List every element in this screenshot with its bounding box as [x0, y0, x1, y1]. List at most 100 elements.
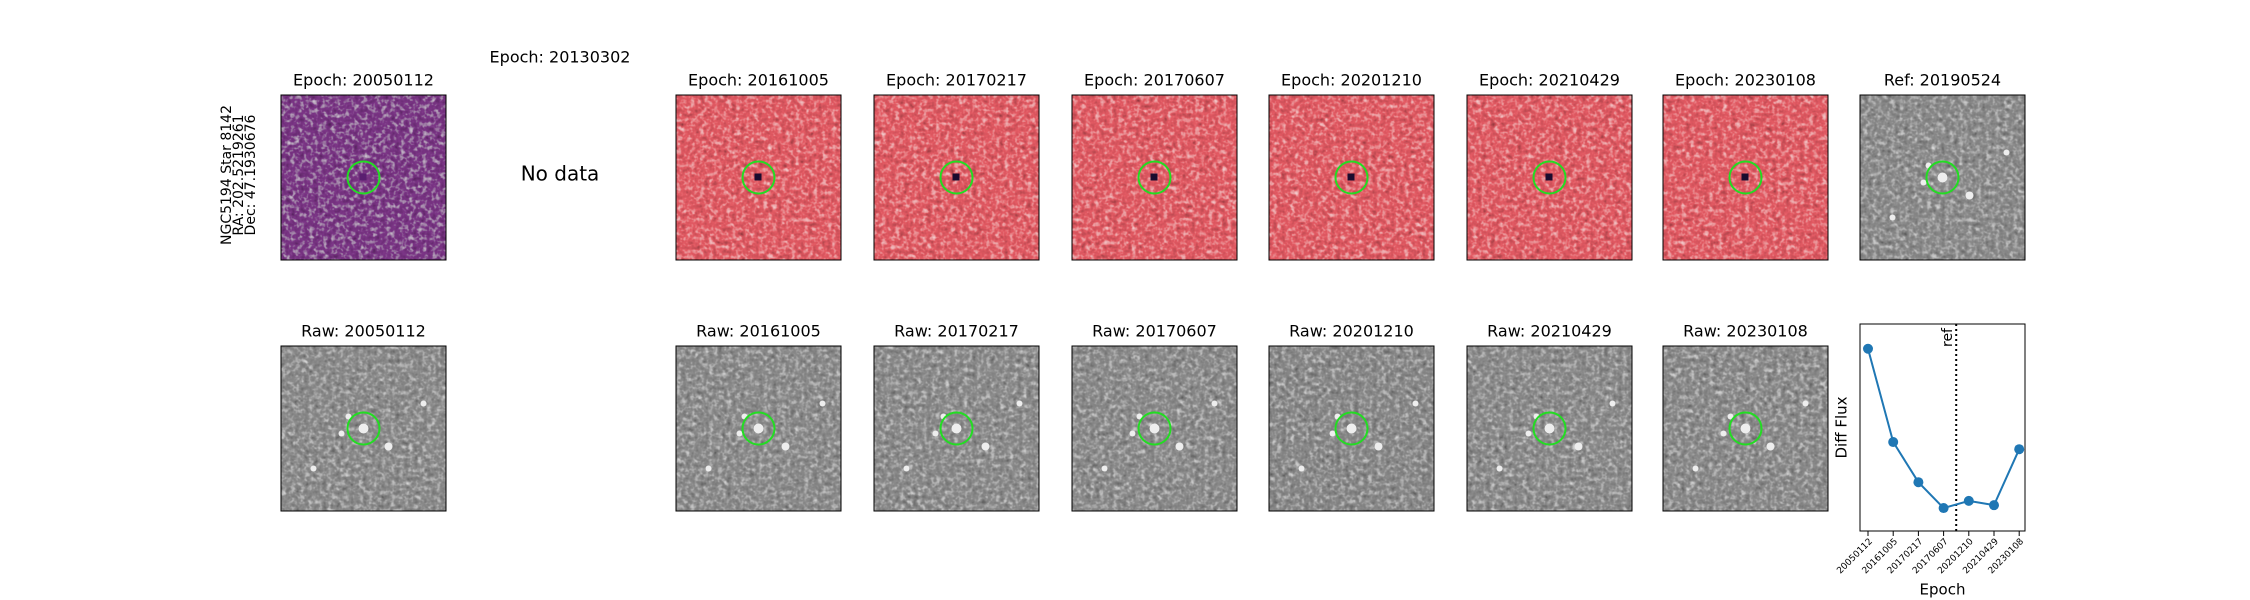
- star: [1374, 442, 1383, 451]
- x-axis-label: Epoch: [1920, 581, 1966, 599]
- panel-frame: [280, 94, 447, 261]
- aperture: [1728, 411, 1763, 446]
- star: [1298, 465, 1305, 472]
- panel-title: Raw: 20170217: [894, 322, 1019, 341]
- panel-frame: [280, 345, 447, 512]
- axes-frame: [1859, 323, 2026, 532]
- star: [951, 423, 962, 434]
- star: [1609, 400, 1616, 407]
- star: [1720, 430, 1727, 437]
- aperture: [939, 160, 974, 195]
- star: [1211, 400, 1218, 407]
- panel-title: Raw: 20210429: [1487, 322, 1612, 341]
- row-label: NGC5194 Star 8142 RA: 202.5219261 Dec: 4…: [219, 105, 259, 245]
- star: [1692, 465, 1699, 472]
- panel-title: Epoch: 20201210: [1281, 71, 1422, 90]
- aperture: [1532, 411, 1567, 446]
- star: [420, 400, 427, 407]
- aperture: [1334, 411, 1369, 446]
- panel-frame: [873, 345, 1040, 512]
- data-point: [1963, 495, 1974, 506]
- star: [1544, 423, 1555, 434]
- panel-title: Raw: 20230108: [1683, 322, 1808, 341]
- panel-frame: [675, 345, 842, 512]
- source-residual: [952, 173, 960, 181]
- aperture: [741, 411, 776, 446]
- star: [1175, 442, 1184, 451]
- aperture: [346, 411, 381, 446]
- data-point: [1989, 500, 1999, 511]
- source-residual: [359, 173, 367, 181]
- star: [1525, 430, 1532, 437]
- panel-title: Epoch: 20210429: [1479, 71, 1620, 90]
- star: [1101, 465, 1108, 472]
- panel-title: Raw: 20170607: [1092, 322, 1217, 341]
- aperture: [1532, 160, 1567, 195]
- star: [753, 423, 764, 434]
- panel-title: Epoch: 20050112: [293, 71, 434, 90]
- star: [1740, 423, 1751, 434]
- panel-title: Epoch: 20230108: [1675, 71, 1816, 90]
- data-point: [2014, 444, 2025, 455]
- panel-title: Epoch: 20170607: [1084, 71, 1225, 90]
- aperture: [1137, 160, 1172, 195]
- star: [1412, 400, 1419, 407]
- panel-frame: [1268, 345, 1435, 512]
- star: [358, 423, 369, 434]
- star: [310, 465, 317, 472]
- panel-frame: [1268, 94, 1435, 261]
- star: [1496, 465, 1503, 472]
- panel-frame: [873, 94, 1040, 261]
- panel-title: Epoch: 20130302: [490, 48, 631, 67]
- ref-label: ref: [1940, 327, 1956, 347]
- star: [932, 430, 939, 437]
- panel-frame: [1662, 345, 1829, 512]
- star: [1766, 442, 1775, 451]
- star: [1802, 400, 1809, 407]
- y-axis-label: Diff Flux: [1833, 396, 1851, 458]
- data-point: [1888, 437, 1899, 448]
- star: [1016, 400, 1023, 407]
- aperture: [741, 160, 776, 195]
- data-point: [1863, 343, 1873, 354]
- star: [903, 465, 910, 472]
- star: [1889, 214, 1896, 221]
- star: [1329, 430, 1336, 437]
- row-label-line: Dec: 47.1930676: [243, 114, 259, 235]
- row-label-line: RA: 202.5219261: [231, 114, 247, 235]
- panel-title: Epoch: 20161005: [688, 71, 829, 90]
- star: [819, 400, 826, 407]
- star: [1727, 413, 1734, 420]
- panel-title: Raw: 20161005: [696, 322, 821, 341]
- aperture: [1137, 411, 1172, 446]
- aperture: [939, 411, 974, 446]
- star: [1937, 172, 1948, 183]
- panel-frame: [1071, 94, 1238, 261]
- panel-title: Ref: 20190524: [1884, 71, 2001, 90]
- aperture: [1728, 160, 1763, 195]
- star: [981, 442, 990, 451]
- data-point: [1938, 503, 1949, 514]
- panel-frame: [1859, 94, 2026, 261]
- star: [1149, 423, 1160, 434]
- star: [1965, 191, 1974, 200]
- star: [2003, 149, 2010, 156]
- star: [736, 430, 743, 437]
- panel-title: Raw: 20201210: [1289, 322, 1414, 341]
- panel-frame: [1466, 94, 1633, 261]
- panel-frame: [1466, 345, 1633, 512]
- source-residual: [754, 173, 762, 181]
- panel-title: Epoch: 20170217: [886, 71, 1027, 90]
- star: [781, 442, 790, 451]
- series-line: [1867, 348, 2021, 510]
- no-data: No data: [521, 162, 600, 186]
- aperture: [346, 160, 381, 195]
- source-residual: [1150, 173, 1158, 181]
- panel-frame: [1662, 94, 1829, 261]
- star: [1574, 442, 1583, 451]
- panel-frame: [1071, 345, 1238, 512]
- aperture: [1334, 160, 1369, 195]
- data-point: [1913, 477, 1924, 488]
- panel-title: Raw: 20050112: [301, 322, 426, 341]
